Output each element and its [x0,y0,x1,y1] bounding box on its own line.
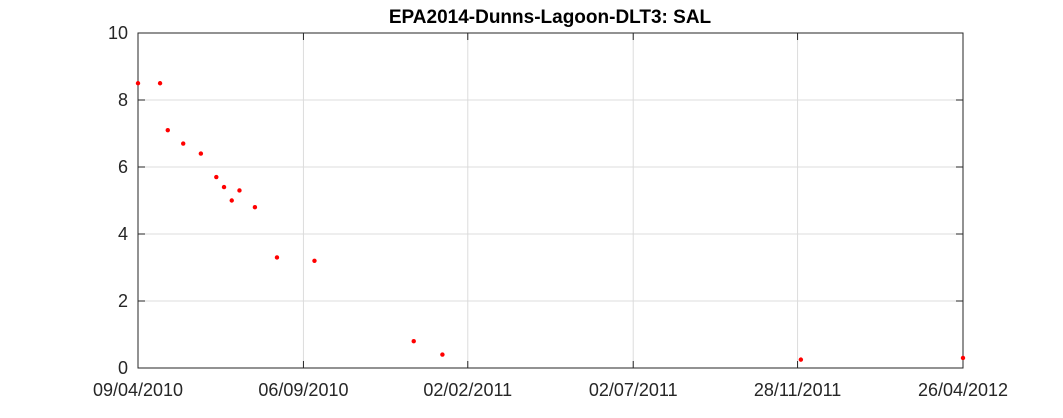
data-point [274,255,280,260]
data-point [252,205,258,210]
x-tick-label: 02/02/2011 [423,380,512,400]
data-point [312,258,317,263]
data-point [440,352,445,357]
chart-title: EPA2014-Dunns-Lagoon-DLT3: SAL [389,7,712,28]
y-tick-label: 8 [118,90,128,110]
x-tick-label: 06/09/2010 [258,380,348,400]
data-point [157,81,163,86]
y-tick-label: 4 [118,224,128,244]
data-point [229,198,234,203]
tick-label-layer: 0 2 4 6 8 10 09/04/2010 06/09/2010 02/02/2011 02/… [93,23,1008,400]
x-tick-label: 26/04/2012 [918,380,1008,400]
tick-layer [137,32,964,369]
data-point [214,174,219,180]
y-tick-label: 10 [108,23,128,43]
data-point [221,184,227,190]
y-tick-label: 2 [118,291,128,311]
y-tick-label: 0 [118,358,128,378]
data-point [960,355,966,361]
data-point [165,127,170,133]
data-point [798,357,804,362]
x-tick-label: 02/07/2011 [589,380,678,400]
x-tick-label: 09/04/2010 [93,380,183,400]
plot-area-border [137,32,964,369]
data-points [135,81,966,362]
data-point [411,339,416,344]
data-point [237,188,242,193]
x-tick-label: 28/11/2011 [754,380,841,400]
data-point [198,151,204,156]
grid-layer [137,32,964,369]
data-point [135,81,141,86]
data-point [181,141,186,146]
y-tick-label: 6 [118,157,128,177]
